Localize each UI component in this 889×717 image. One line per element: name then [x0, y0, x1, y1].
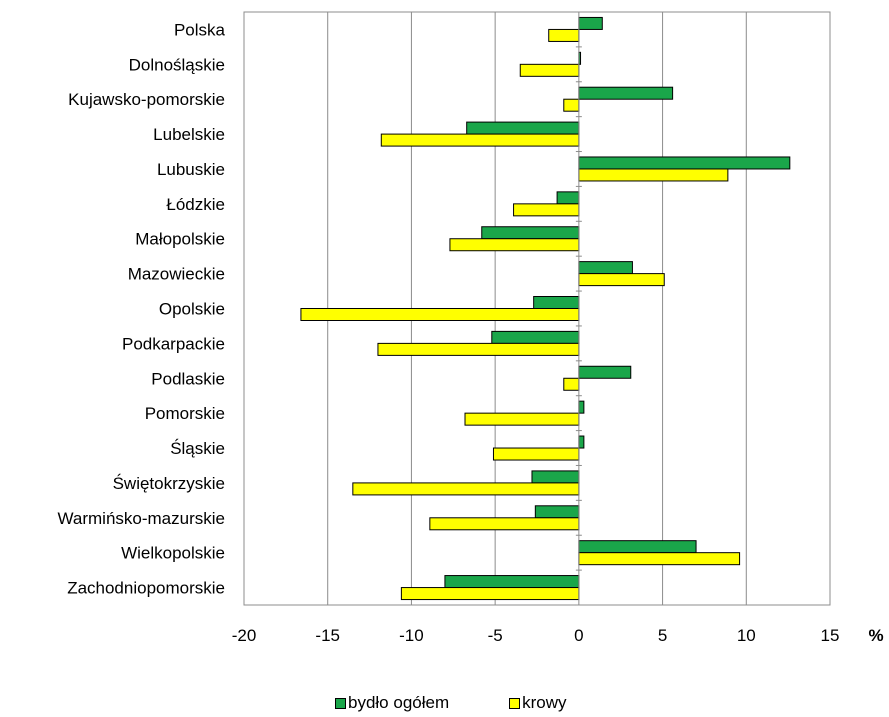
- bar-krowy: [400, 587, 580, 601]
- bar-bydlo: [578, 156, 791, 170]
- x-tick-label: -5: [488, 626, 503, 645]
- category-label: Kujawsko-pomorskie: [68, 90, 225, 109]
- bar-bydlo: [578, 261, 633, 275]
- x-tick-label: 5: [658, 626, 667, 645]
- x-tick-label: 0: [574, 626, 583, 645]
- x-tick-label: 15: [821, 626, 840, 645]
- legend: bydło ogółem krowy: [335, 693, 627, 713]
- bar-bydlo: [578, 540, 697, 554]
- bar-krowy: [377, 342, 580, 356]
- legend-item-krowy: krowy: [509, 693, 567, 713]
- legend-label-bydlo: bydło ogółem: [348, 693, 450, 712]
- category-label: Lubelskie: [153, 125, 225, 144]
- bar-krowy: [492, 447, 580, 461]
- bar-bydlo: [578, 435, 585, 449]
- legend-swatch-krowy: [509, 697, 521, 709]
- legend-swatch-bydlo: [335, 697, 346, 709]
- bar-krowy: [578, 168, 729, 182]
- category-label: Warmińsko-mazurskie: [57, 509, 225, 528]
- bar-krowy: [563, 377, 580, 391]
- category-label: Zachodniopomorskie: [67, 579, 225, 598]
- bar-bydlo: [481, 226, 580, 240]
- bar-krowy: [352, 482, 580, 496]
- category-label: Opolskie: [159, 300, 225, 319]
- legend-label-krowy: krowy: [522, 693, 567, 712]
- axis-labels: -20 -15 -10 -5 0 5 10 15 Polska Dolnośląskie Kujaw…: [57, 20, 839, 645]
- bars: [300, 16, 791, 601]
- grid-lines: [243, 11, 831, 606]
- bar-krowy: [513, 203, 580, 217]
- bar-bydlo: [533, 296, 580, 309]
- bar-krowy: [548, 28, 580, 42]
- bar-krowy: [578, 552, 741, 566]
- bar-krowy: [563, 98, 580, 112]
- bar-bydlo: [531, 470, 580, 484]
- bar-krowy: [429, 517, 580, 531]
- category-label: Wielkopolskie: [121, 544, 225, 563]
- x-tick-label: -10: [399, 626, 424, 645]
- bar-krowy: [449, 238, 580, 252]
- bar-bydlo: [578, 400, 585, 414]
- bar-krowy: [578, 273, 665, 287]
- bar-bydlo: [534, 505, 580, 519]
- bar-bydlo: [466, 121, 580, 135]
- plot-frame: [243, 11, 831, 606]
- bar-krowy: [519, 63, 580, 77]
- category-label: Podlaskie: [151, 369, 225, 388]
- category-label: Dolnośląskie: [129, 55, 225, 74]
- bar-bydlo: [491, 330, 580, 344]
- category-label: Pomorskie: [145, 404, 225, 423]
- category-label: Mazowieckie: [128, 265, 225, 284]
- x-tick-label: -15: [315, 626, 340, 645]
- axes: [575, 11, 582, 606]
- category-label: Małopolskie: [135, 230, 225, 249]
- bar-krowy: [464, 412, 580, 426]
- bar-bydlo: [578, 16, 603, 30]
- bar-bydlo: [444, 575, 580, 589]
- unit-label: %: [868, 626, 883, 645]
- category-label: Śląskie: [170, 439, 225, 458]
- bar-bydlo: [578, 86, 674, 100]
- bar-krowy: [380, 133, 580, 147]
- bar-bydlo: [556, 191, 580, 205]
- bar-krowy: [300, 308, 580, 321]
- bar-bydlo: [578, 365, 632, 379]
- category-label: Świętokrzyskie: [113, 474, 225, 493]
- legend-item-bydlo: bydło ogółem: [335, 693, 449, 713]
- category-label: Podkarpackie: [122, 334, 225, 353]
- x-tick-label: -20: [232, 626, 257, 645]
- category-label: Lubuskie: [157, 160, 225, 179]
- x-tick-label: 10: [737, 626, 756, 645]
- category-label: Polska: [174, 20, 226, 39]
- category-label: Łódzkie: [166, 195, 225, 214]
